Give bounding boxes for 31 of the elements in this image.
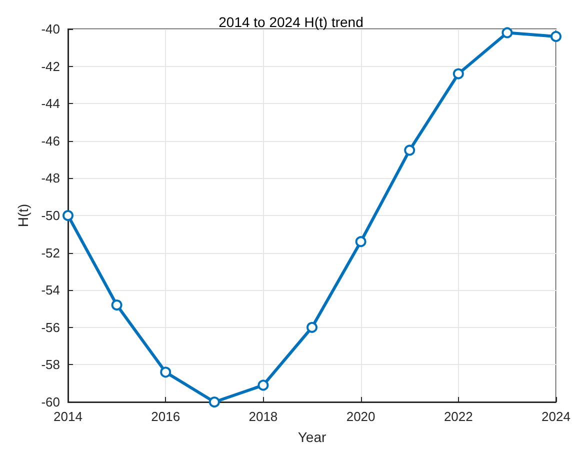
x-tick-label: 2022 [444,409,473,424]
x-tick-label: 2016 [151,409,180,424]
y-axis-title: H(t) [15,204,31,228]
point [452,68,464,80]
y-tick-label: -44 [41,96,60,112]
point [208,396,220,408]
y-tick-label: -54 [41,282,60,298]
point [355,236,366,248]
point [258,380,269,391]
y-tick-label: -58 [41,357,60,372]
y-tick-label: -46 [41,133,60,148]
x-axis-title: Year [298,429,326,445]
point [550,30,562,42]
x-tick-label: 2018 [248,409,278,424]
x-tick-label: 2020 [346,409,376,424]
y-tick-label: -40 [41,22,60,36]
y-tick-label: -48 [41,170,60,186]
x-tick-label: 2024 [542,409,570,424]
point [306,322,318,333]
point [404,144,416,156]
point [160,366,172,378]
y-tick-label: -52 [41,245,60,260]
y-tick-label: -50 [41,208,60,223]
y-tick-label: -56 [41,320,60,335]
chart-title: 2014 to 2024 H(t) trend [218,14,364,30]
y-tick-label: -42 [41,58,60,74]
point [502,27,513,38]
point [62,210,74,221]
x-tick-label: 2014 [54,409,82,424]
y-tick-label: -60 [41,394,60,410]
point [111,300,122,311]
